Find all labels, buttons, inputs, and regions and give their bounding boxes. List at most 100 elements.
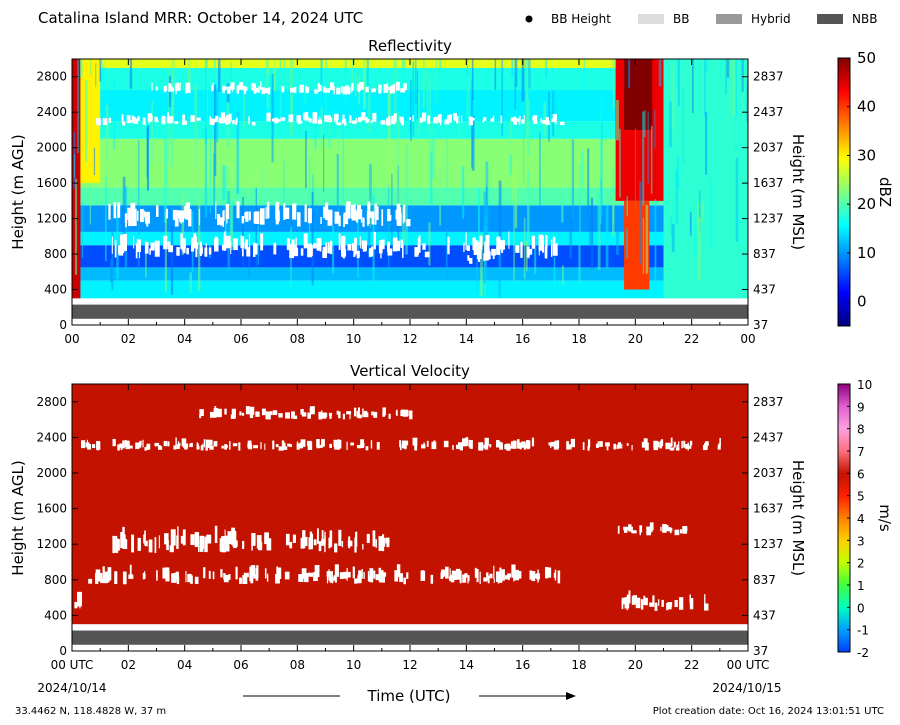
data-gap [421,112,427,122]
data-gap [209,445,214,450]
data-gap [542,119,548,124]
data-gap [450,574,455,583]
colorbar-tick-label: 3 [857,534,865,548]
data-gap [356,444,362,449]
data-gap [195,242,199,250]
reflectivity-streak [320,59,323,87]
data-gap [225,535,230,552]
data-gap [422,243,426,250]
data-gap [289,244,295,259]
colorbar-tick-label: 10 [857,244,876,262]
data-gap [469,257,473,264]
data-gap [254,211,260,224]
data-gap [205,439,210,448]
reflectivity-streak [164,212,167,292]
data-gap [356,205,361,220]
reflectivity-streak [439,170,442,226]
data-gap [325,202,329,221]
y-tick-label-left: 1200 [36,537,67,551]
data-gap [424,251,430,258]
data-gap [626,599,629,611]
reflectivity-streak [439,59,442,75]
data-gap [133,118,138,124]
data-gap [354,537,357,553]
data-gap [228,573,231,580]
data-gap [213,118,217,123]
data-gap [326,571,329,577]
data-gap [687,445,692,449]
data-gap [358,117,362,123]
reflectivity-streak [217,59,221,92]
reflectivity-streak [675,169,678,225]
data-gap [363,117,368,121]
data-gap [144,530,146,546]
data-gap [291,411,295,419]
data-gap [154,442,160,447]
data-gap [452,112,457,121]
data-gap [296,115,301,122]
data-gap [124,440,127,447]
data-gap [193,233,197,249]
data-gap [320,216,322,224]
data-gap [104,571,110,583]
data-gap [456,444,461,450]
reflectivity-streak [466,87,470,119]
reflectivity-layer [72,280,748,299]
data-gap [275,444,279,448]
data-gap [177,441,180,447]
data-gap [276,567,282,579]
data-gap [322,86,326,93]
reflectivity-streak [80,59,83,78]
data-gap [261,87,266,95]
data-gap [313,243,317,249]
data-gap [308,572,311,577]
reflectivity-streak [722,204,725,270]
data-gap [388,413,391,419]
data-gap [114,571,118,585]
data-gap [225,203,230,220]
data-gap [496,246,501,255]
reflectivity-streak [351,59,354,81]
reflectivity-streak [726,59,730,78]
data-gap [281,86,285,93]
data-gap [487,575,490,584]
x-tick-label: 00 UTC [51,658,94,672]
data-gap [156,570,158,581]
data-gap [346,441,348,451]
data-gap [518,121,521,125]
data-gap [277,119,281,122]
data-gap [354,407,357,417]
data-gap [631,530,637,534]
legend-bb-height-marker [525,15,533,23]
data-gap [554,118,557,125]
reflectivity-streak [197,198,201,292]
data-gap [96,440,100,450]
data-gap [130,202,136,221]
data-gap [316,238,322,251]
reflectivity-streak [600,114,602,184]
data-gap [95,569,101,582]
data-gap [352,566,355,579]
data-gap [436,120,438,124]
data-gap [144,540,148,547]
data-gap [297,120,300,125]
data-gap [204,247,208,257]
data-gap [128,212,132,227]
data-gap [289,444,293,448]
data-gap [324,535,326,553]
reflectivity-streak [170,225,174,295]
data-gap [652,595,655,604]
data-gap [403,577,406,585]
data-gap [136,442,142,448]
y-tick-label-left: 2800 [36,395,67,409]
data-gap [292,203,297,220]
data-gap [212,82,214,90]
y-tick-label-right: 2037 [753,141,784,155]
reflectivity-streak [367,91,371,133]
data-gap [455,444,458,449]
data-gap [628,524,632,532]
reflectivity-streak [523,218,526,280]
reflectivity-streak [412,61,415,137]
data-gap [314,89,317,94]
